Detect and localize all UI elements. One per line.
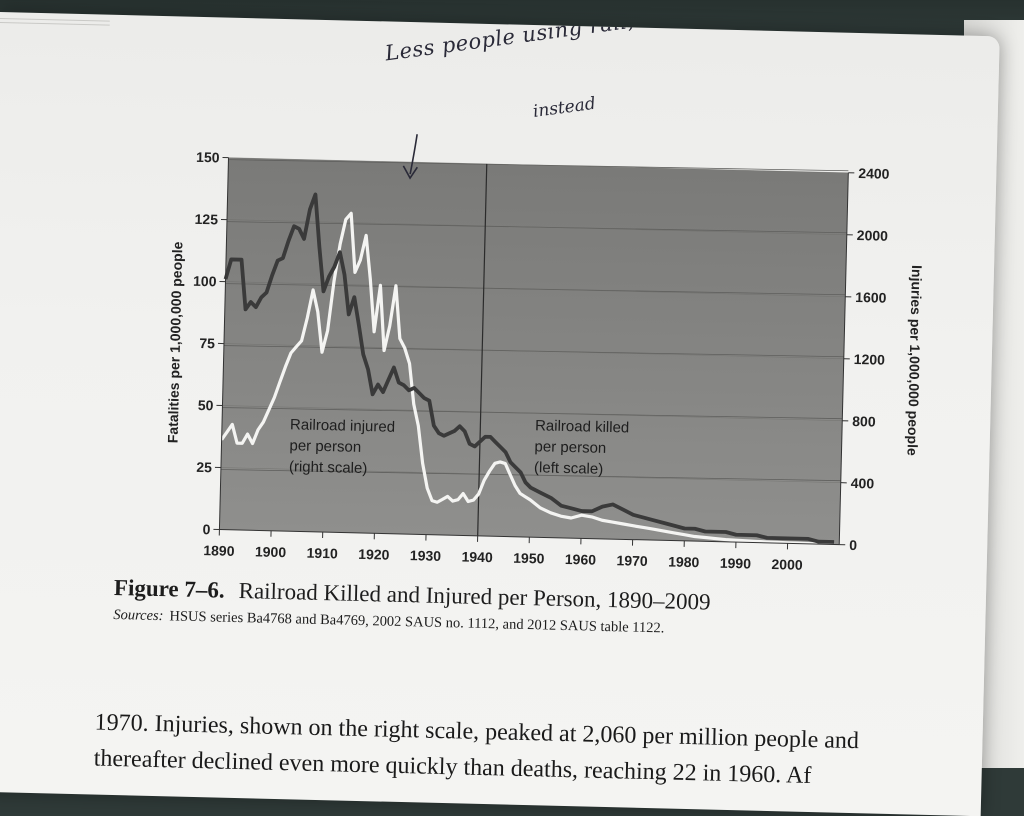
left-tick-label: 25 [196,459,212,475]
x-tick-label: 1940 [461,548,493,565]
figure-number: Figure 7–6. [114,575,225,603]
x-tick-label: 1900 [255,543,287,560]
left-tick-label: 150 [196,149,220,166]
injured-series-label: (right scale) [289,458,368,477]
x-tick-label: 1930 [410,547,442,564]
left-tick-label: 75 [199,335,215,351]
left-tick-label: 50 [198,397,214,413]
killed-series-label: Railroad killed [535,417,630,436]
x-tick-label: 1890 [203,542,235,559]
x-tick-label: 1920 [358,546,390,563]
right-tick-label: 2000 [857,227,889,244]
x-tick-label: 1990 [720,555,752,572]
x-tick-label: 1970 [616,552,648,569]
left-tick-label: 100 [193,273,217,290]
right-tick-label: 1600 [855,289,887,306]
sources-label: Sources: [113,607,164,624]
left-axis-label: Fatalities per 1,000,000 people [165,241,186,443]
injured-series-label: per person [289,437,361,456]
right-tick-label: 1200 [854,351,886,368]
left-tick-label: 125 [194,211,218,228]
x-tick-label: 1910 [306,545,338,562]
x-tick-label: 1980 [668,553,700,570]
x-tick-label: 1960 [565,551,597,568]
injured-series-label: Railroad injured [290,416,395,436]
x-tick-label: 1950 [513,550,545,567]
right-axis-label: Injuries per 1,000,000 people [904,265,925,456]
killed-series-label: (left scale) [534,459,604,478]
left-tick-label: 0 [202,521,210,537]
railroad-chart: 0 25 50 75 100 125 150 0 400 800 1200 1600 2000 2400… [0,12,1000,596]
right-tick-label: 2400 [858,165,890,182]
right-tick-label: 400 [851,475,875,492]
killed-series-label: per person [534,438,606,457]
right-tick-label: 800 [852,413,876,430]
x-tick-label: 2000 [771,556,803,573]
right-tick-label: 0 [849,537,857,553]
body-paragraph: 1970. Injuries, shown on the right scale… [93,705,994,799]
